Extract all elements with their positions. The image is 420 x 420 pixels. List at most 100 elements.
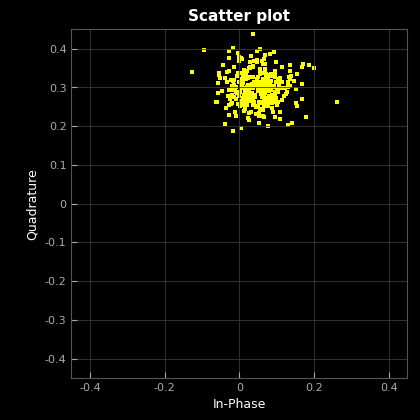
Channel 1: [262, 75, 269, 81]
Channel 1: [239, 70, 245, 76]
Channel 1: [299, 95, 305, 102]
Channel 1: [240, 92, 247, 98]
Channel 1: [231, 82, 237, 89]
Channel 1: [265, 99, 272, 105]
Channel 1: [258, 87, 265, 93]
Channel 1: [265, 95, 271, 102]
Channel 1: [251, 79, 257, 85]
Channel 1: [285, 79, 291, 85]
Channel 1: [264, 77, 270, 84]
Channel 1: [243, 72, 250, 79]
Channel 1: [273, 87, 280, 94]
Channel 1: [249, 93, 255, 100]
Channel 1: [263, 88, 270, 95]
Channel 1: [240, 73, 247, 80]
Channel 1: [257, 90, 264, 97]
Channel 1: [273, 78, 280, 85]
Channel 1: [267, 87, 274, 94]
Channel 1: [257, 66, 263, 72]
Channel 1: [258, 86, 265, 92]
X-axis label: In-Phase: In-Phase: [213, 399, 266, 412]
Channel 1: [288, 120, 295, 126]
Channel 1: [265, 83, 272, 90]
Channel 1: [270, 71, 277, 78]
Channel 1: [242, 71, 249, 77]
Channel 1: [248, 52, 255, 59]
Channel 1: [238, 83, 245, 90]
Channel 1: [260, 55, 267, 62]
Channel 1: [265, 93, 272, 100]
Channel 1: [247, 63, 253, 70]
Channel 1: [242, 73, 249, 80]
Channel 1: [256, 71, 263, 78]
Channel 1: [294, 71, 300, 78]
Channel 1: [255, 74, 262, 81]
Channel 1: [254, 104, 261, 110]
Channel 1: [272, 78, 279, 85]
Channel 1: [258, 80, 265, 87]
Channel 1: [270, 94, 277, 101]
Channel 1: [269, 109, 276, 116]
Channel 1: [249, 93, 256, 100]
Channel 1: [268, 87, 274, 93]
Channel 1: [238, 80, 244, 87]
Channel 1: [253, 75, 260, 82]
Channel 1: [254, 48, 260, 55]
Channel 1: [265, 75, 272, 81]
Channel 1: [239, 56, 245, 63]
Channel 1: [226, 47, 232, 54]
Channel 1: [240, 107, 247, 114]
Channel 1: [248, 108, 255, 115]
Channel 1: [234, 101, 241, 108]
Channel 1: [252, 94, 259, 101]
Channel 1: [228, 100, 234, 107]
Channel 1: [285, 82, 291, 89]
Channel 1: [299, 81, 305, 88]
Channel 1: [270, 92, 277, 98]
Channel 1: [257, 100, 263, 107]
Channel 1: [236, 53, 243, 60]
Channel 1: [216, 75, 223, 81]
Channel 1: [268, 105, 275, 112]
Channel 1: [334, 99, 341, 105]
Channel 1: [234, 70, 241, 76]
Channel 1: [276, 109, 283, 116]
Channel 1: [234, 72, 241, 79]
Channel 1: [256, 113, 263, 119]
Channel 1: [257, 46, 263, 52]
Y-axis label: Quadrature: Quadrature: [26, 168, 39, 239]
Channel 1: [231, 108, 238, 115]
Channel 1: [259, 94, 265, 101]
Channel 1: [244, 81, 251, 88]
Channel 1: [226, 102, 232, 108]
Channel 1: [255, 86, 262, 93]
Channel 1: [271, 92, 278, 99]
Channel 1: [270, 83, 277, 90]
Channel 1: [236, 89, 243, 96]
Channel 1: [265, 94, 272, 101]
Channel 1: [261, 97, 268, 104]
Channel 1: [253, 110, 260, 117]
Channel 1: [284, 84, 291, 91]
Channel 1: [240, 98, 247, 105]
Channel 1: [244, 93, 251, 100]
Channel 1: [246, 84, 252, 91]
Channel 1: [245, 65, 252, 72]
Channel 1: [232, 86, 239, 93]
Channel 1: [286, 74, 293, 80]
Channel 1: [230, 77, 237, 84]
Channel 1: [278, 96, 285, 103]
Channel 1: [236, 79, 243, 85]
Channel 1: [230, 94, 237, 100]
Channel 1: [298, 64, 305, 71]
Channel 1: [241, 88, 248, 94]
Channel 1: [267, 99, 273, 106]
Channel 1: [250, 82, 257, 89]
Channel 1: [258, 87, 265, 94]
Channel 1: [256, 85, 262, 92]
Channel 1: [240, 80, 247, 87]
Channel 1: [267, 73, 273, 80]
Channel 1: [259, 99, 266, 105]
Channel 1: [229, 45, 236, 51]
Channel 1: [237, 55, 244, 61]
